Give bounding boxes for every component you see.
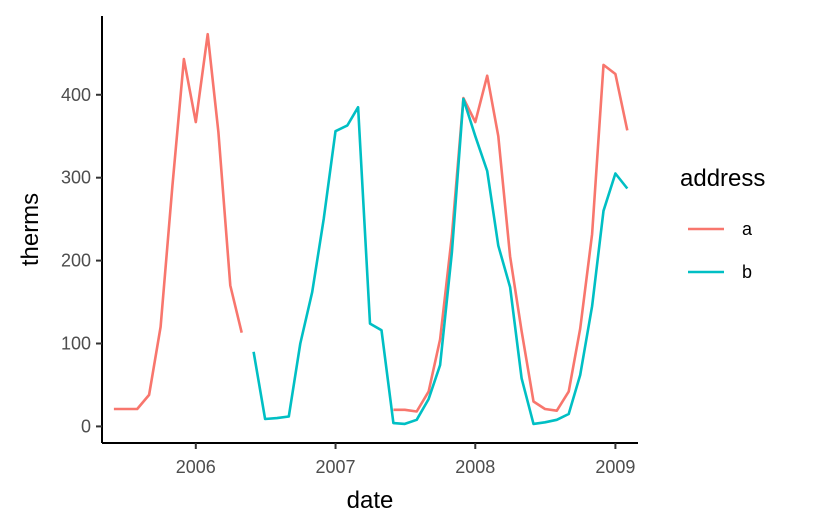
legend: address ab	[680, 165, 765, 282]
x-tick-label: 2006	[176, 457, 216, 477]
plot-lines	[113, 32, 629, 426]
y-tick-label: 200	[61, 251, 91, 271]
series-line-a	[113, 32, 243, 411]
legend-label-b: b	[742, 262, 752, 282]
x-axis-title: date	[347, 487, 394, 514]
axes: 2006 2007 2008 2009 0 100 200 300 400	[61, 16, 638, 477]
series-line-b	[252, 97, 629, 426]
x-tick-label: 2009	[595, 457, 635, 477]
y-tick-label: 400	[61, 85, 91, 105]
x-ticks: 2006 2007 2008 2009	[176, 443, 635, 477]
x-tick-label: 2007	[316, 457, 356, 477]
legend-items: ab	[688, 219, 753, 282]
series-line-a	[393, 63, 629, 413]
y-tick-label: 0	[81, 416, 91, 436]
x-tick-label: 2008	[455, 457, 495, 477]
y-tick-label: 300	[61, 168, 91, 188]
legend-title: address	[680, 165, 765, 192]
y-tick-label: 100	[61, 334, 91, 354]
y-axis-title: therms	[17, 193, 44, 266]
legend-label-a: a	[742, 219, 753, 239]
y-ticks: 0 100 200 300 400	[61, 85, 102, 436]
